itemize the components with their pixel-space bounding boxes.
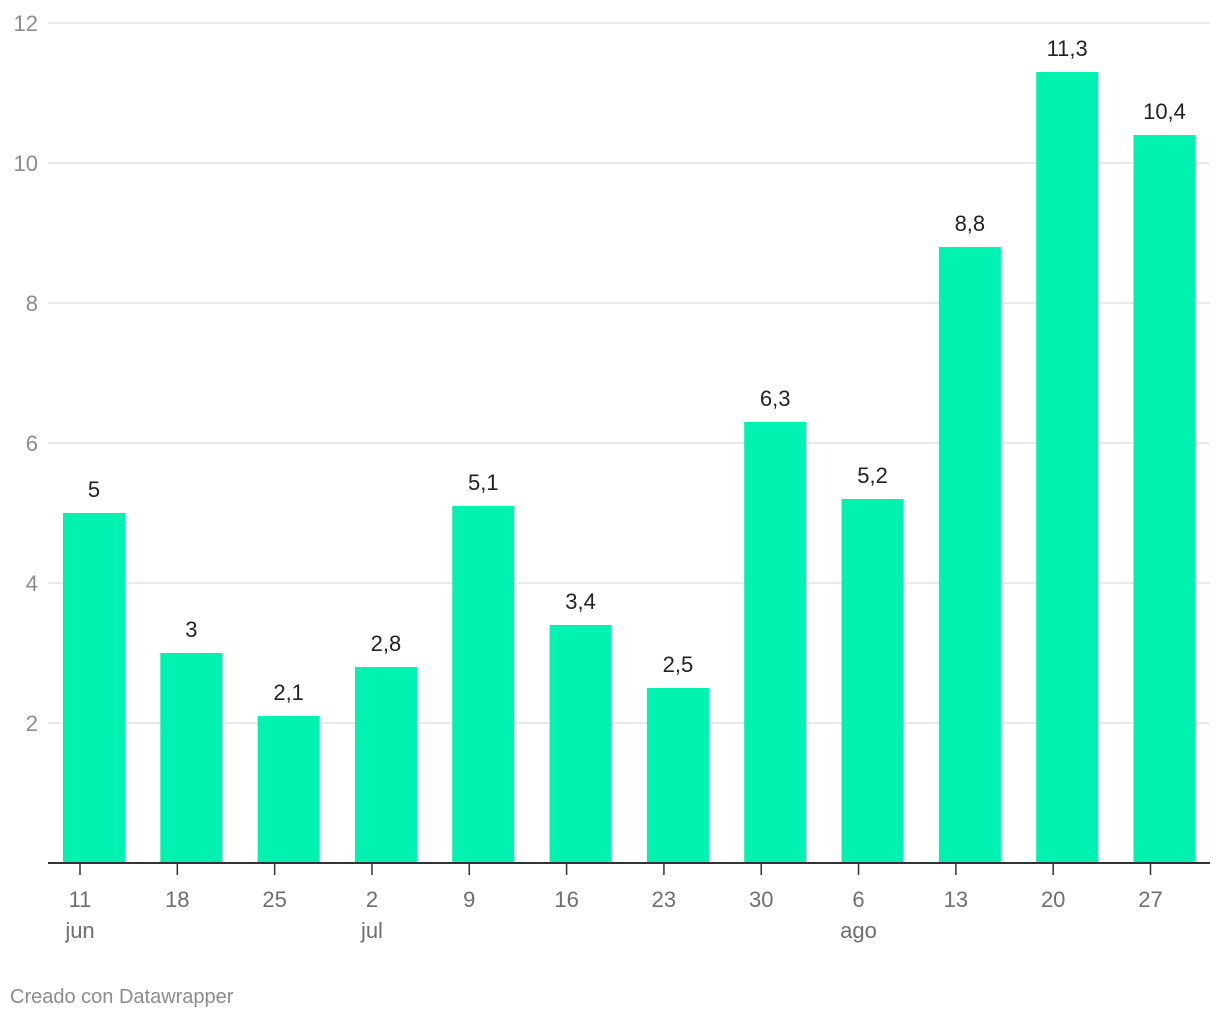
x-tick-label: 30 [749, 887, 773, 912]
bar-value-label: 11,3 [1047, 36, 1088, 61]
bar [744, 422, 807, 863]
x-month-label: ago [840, 918, 877, 943]
bars [63, 72, 1196, 863]
bar [452, 506, 515, 863]
x-tick-label: 6 [852, 887, 864, 912]
bar [257, 716, 320, 863]
bar [1133, 135, 1196, 863]
bar-value-label: 3,4 [565, 589, 596, 614]
bar [549, 625, 612, 863]
bar-value-labels: 5 3 2,1 2,8 5,1 3,4 2,5 6,3 5,2 8,8 11,3 10,4 [88, 36, 1186, 705]
y-tick-label: 4 [26, 571, 38, 596]
x-tick-label: 27 [1138, 887, 1162, 912]
bar [63, 513, 125, 863]
x-tick-label: 9 [463, 887, 475, 912]
x-tick-label: 16 [554, 887, 578, 912]
datawrapper-credit: Creado con Datawrapper [10, 986, 234, 1008]
x-tick-label: 11 [69, 887, 92, 912]
x-tick-label: 2 [366, 887, 378, 912]
bar-value-label: 6,3 [760, 386, 791, 411]
y-tick-label: 2 [26, 711, 38, 736]
x-tick-label: 25 [262, 887, 286, 912]
gridlines [48, 22, 1210, 724]
x-tick-label: 23 [652, 887, 676, 912]
bar-value-label: 3 [185, 617, 197, 642]
bar-value-label: 8,8 [955, 211, 986, 236]
x-axis-ticks: 11 18 25 2 9 16 23 30 6 13 20 27 jun jul ago [64, 863, 1163, 943]
x-tick-label: 20 [1041, 887, 1065, 912]
bar-value-label: 5,1 [468, 470, 499, 495]
y-tick-label: 10 [14, 151, 38, 176]
bar [938, 247, 1001, 863]
bar-value-label: 5,2 [857, 463, 888, 488]
bar [160, 653, 223, 863]
y-tick-label: 8 [26, 291, 38, 316]
x-month-label: jun [64, 918, 94, 943]
y-tick-label: 12 [14, 11, 38, 36]
bar [841, 499, 904, 863]
y-axis-tick-labels: 2 4 6 8 10 12 [14, 11, 38, 736]
x-month-label: jul [360, 918, 383, 943]
bar-value-label: 2,5 [663, 652, 694, 677]
bar-value-label: 2,1 [273, 680, 304, 705]
bar-value-label: 5 [88, 477, 100, 502]
x-tick-label: 13 [944, 887, 968, 912]
bar-value-label: 10,4 [1143, 99, 1186, 124]
bar-value-label: 2,8 [371, 631, 402, 656]
bar [646, 688, 709, 863]
bar [354, 667, 417, 863]
y-tick-label: 6 [26, 431, 38, 456]
x-tick-label: 18 [165, 887, 189, 912]
bar [1036, 72, 1099, 863]
